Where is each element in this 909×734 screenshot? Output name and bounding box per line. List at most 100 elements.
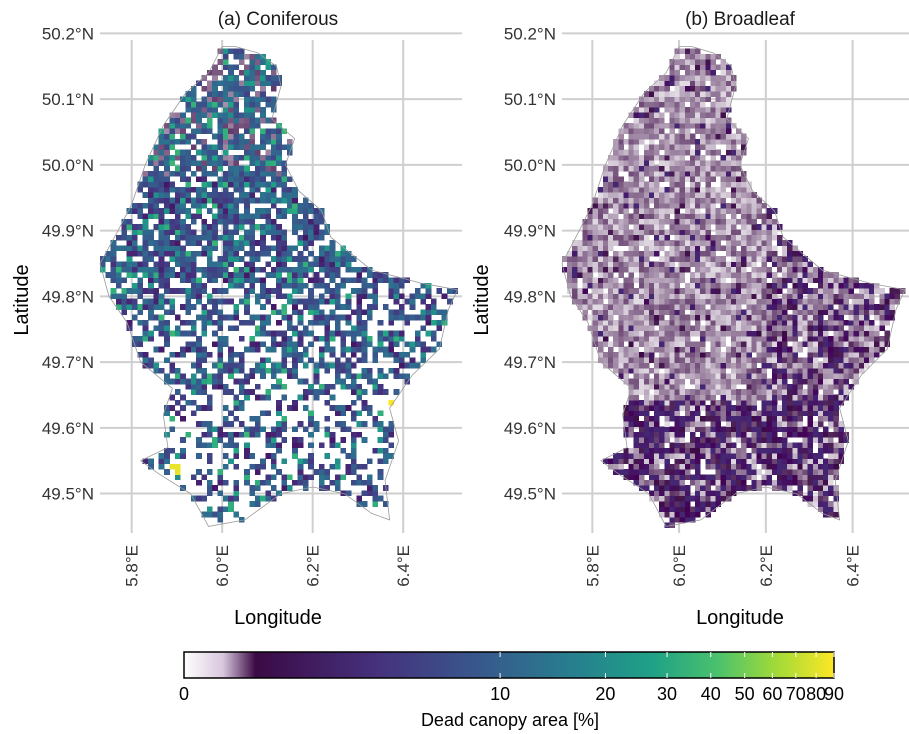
map-cell (276, 160, 282, 166)
map-cell (705, 266, 711, 273)
map-cell (228, 197, 234, 204)
map-cell (771, 405, 778, 411)
map-cell (244, 479, 250, 486)
map-cell (638, 160, 645, 166)
map-cell (308, 250, 314, 257)
map-cell (751, 421, 757, 427)
map-cell (643, 229, 650, 236)
y-tick-label: 49.6°N (42, 419, 94, 438)
map-cell (782, 383, 788, 390)
map-cell (669, 202, 675, 209)
map-cell (807, 378, 814, 385)
map-cell (137, 213, 144, 220)
map-cell (388, 421, 394, 427)
map-cell (725, 202, 732, 209)
map-cell (700, 490, 706, 497)
map-cell (725, 160, 732, 166)
map-cell (265, 346, 272, 353)
map-cell (817, 309, 824, 316)
map-cell (710, 367, 716, 374)
map-cell (164, 197, 170, 204)
map-cell (228, 85, 234, 92)
map-cell (313, 421, 320, 427)
map-cell (690, 48, 696, 55)
map-cell (654, 378, 660, 385)
map-cell (787, 421, 793, 427)
map-cell (766, 288, 773, 294)
map-cell (679, 431, 686, 438)
map-cell (633, 123, 640, 129)
map-cell (643, 282, 650, 289)
map-cell (383, 330, 389, 337)
map-cell (643, 218, 650, 225)
map-cell (190, 144, 197, 150)
map-cell (700, 298, 706, 305)
map-cell (281, 213, 288, 220)
map-cell (710, 192, 716, 198)
map-cell (185, 309, 192, 316)
map-cell (787, 373, 793, 379)
map-cell (633, 453, 640, 459)
map-cell (674, 133, 681, 140)
map-cell (746, 229, 752, 236)
map-cell (164, 128, 170, 134)
map-cell (206, 261, 213, 268)
map-cell (233, 463, 240, 470)
map-cell (684, 149, 691, 156)
map-cell (164, 133, 170, 140)
map-cell (684, 128, 691, 134)
map-cell (265, 186, 272, 193)
x-tick-label: 6.0°E (213, 545, 232, 587)
map-cell (659, 346, 665, 353)
map-cell (710, 415, 716, 422)
map-cell (674, 506, 681, 513)
map-cell (664, 373, 670, 379)
map-cell (334, 330, 341, 337)
map-cell (351, 341, 357, 347)
map-cell (700, 91, 706, 97)
map-cell (736, 410, 742, 417)
map-cell (654, 458, 660, 465)
map-cell (700, 362, 706, 369)
map-cell (276, 229, 282, 236)
map-cell (848, 277, 855, 284)
map-cell (664, 501, 670, 507)
map-cell (643, 383, 650, 390)
map-cell (679, 224, 686, 230)
map-cell (664, 506, 670, 513)
map-cell (174, 240, 181, 246)
map-cell (705, 458, 711, 465)
map-cell (212, 160, 218, 166)
map-cell (725, 282, 732, 289)
map-cell (608, 261, 614, 268)
map-cell (217, 176, 224, 182)
map-cell (679, 123, 686, 129)
map-cell (664, 101, 670, 108)
map-cell (638, 112, 645, 119)
map-cell (664, 431, 670, 438)
map-cell (823, 442, 829, 449)
map-cell (238, 399, 245, 406)
map-cell (746, 463, 752, 470)
map-cell (329, 256, 336, 262)
map-cell (597, 298, 604, 305)
map-cell (787, 383, 793, 390)
map-cell (782, 250, 788, 257)
map-cell (669, 463, 675, 470)
map-cell (649, 415, 655, 422)
map-cell (238, 234, 245, 241)
map-cell (659, 330, 665, 337)
map-cell (690, 192, 696, 198)
map-cell (756, 479, 762, 486)
map-cell (270, 128, 277, 134)
map-cell (643, 479, 650, 486)
map-cell (659, 186, 665, 193)
map-cell (700, 437, 706, 443)
map-cell (399, 336, 405, 342)
map-cell (741, 410, 747, 417)
map-cell (249, 245, 256, 252)
map-cell (142, 192, 149, 198)
map-cell (638, 330, 645, 337)
map-cell (217, 272, 224, 278)
map-cell (180, 378, 186, 385)
